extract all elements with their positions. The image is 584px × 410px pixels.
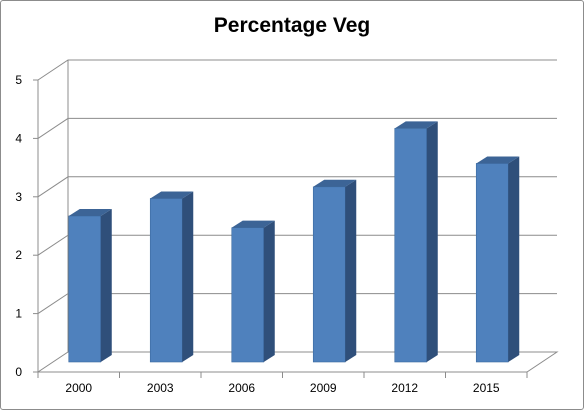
bar xyxy=(149,191,194,363)
bar-top xyxy=(394,121,438,129)
bar-front xyxy=(312,186,346,363)
bar-side xyxy=(426,121,438,363)
x-tick-label: 2006 xyxy=(228,381,255,395)
bar-front xyxy=(231,227,265,363)
x-tick-label: 2003 xyxy=(147,381,174,395)
y-tick-label: 2 xyxy=(15,248,22,262)
bar xyxy=(312,179,357,363)
gridline xyxy=(37,117,557,139)
bar-front xyxy=(394,128,428,363)
bar-front xyxy=(68,215,102,363)
gridline xyxy=(37,176,557,198)
bar-side xyxy=(263,220,275,362)
bars xyxy=(68,121,520,363)
gridline xyxy=(37,293,557,315)
gridline xyxy=(37,234,557,256)
bar-top xyxy=(150,191,194,199)
y-tick-label: 3 xyxy=(15,190,22,204)
bar-side xyxy=(100,209,112,362)
bar-top xyxy=(231,220,275,228)
x-tick-label: 2009 xyxy=(310,381,337,395)
bar-side xyxy=(508,156,520,362)
gridlines xyxy=(37,59,557,315)
bar xyxy=(68,209,112,363)
y-tick-label: 4 xyxy=(15,131,22,145)
bar-front xyxy=(475,163,509,363)
bar-side xyxy=(345,179,357,362)
bar-front xyxy=(149,198,183,363)
bar-top xyxy=(476,156,520,164)
chart-title: Percentage Veg xyxy=(213,14,371,37)
gridline xyxy=(37,59,557,81)
bar xyxy=(394,121,438,363)
bar xyxy=(231,220,275,363)
x-tick-label: 2012 xyxy=(391,381,418,395)
y-tick-label: 1 xyxy=(15,307,22,321)
x-axis-ticks: 2000 2003 2006 2009 2012 2015 xyxy=(37,372,528,395)
y-tick-label: 0 xyxy=(15,365,22,379)
x-tick-label: 2015 xyxy=(473,381,500,395)
x-tick-label: 2000 xyxy=(65,381,92,395)
bar-top xyxy=(68,209,112,216)
bar xyxy=(475,156,520,363)
y-tick-label: 5 xyxy=(15,73,22,87)
bar-side xyxy=(182,191,194,362)
bar-top xyxy=(313,179,357,187)
y-axis-ticks: 0 1 2 3 4 5 xyxy=(15,73,38,379)
